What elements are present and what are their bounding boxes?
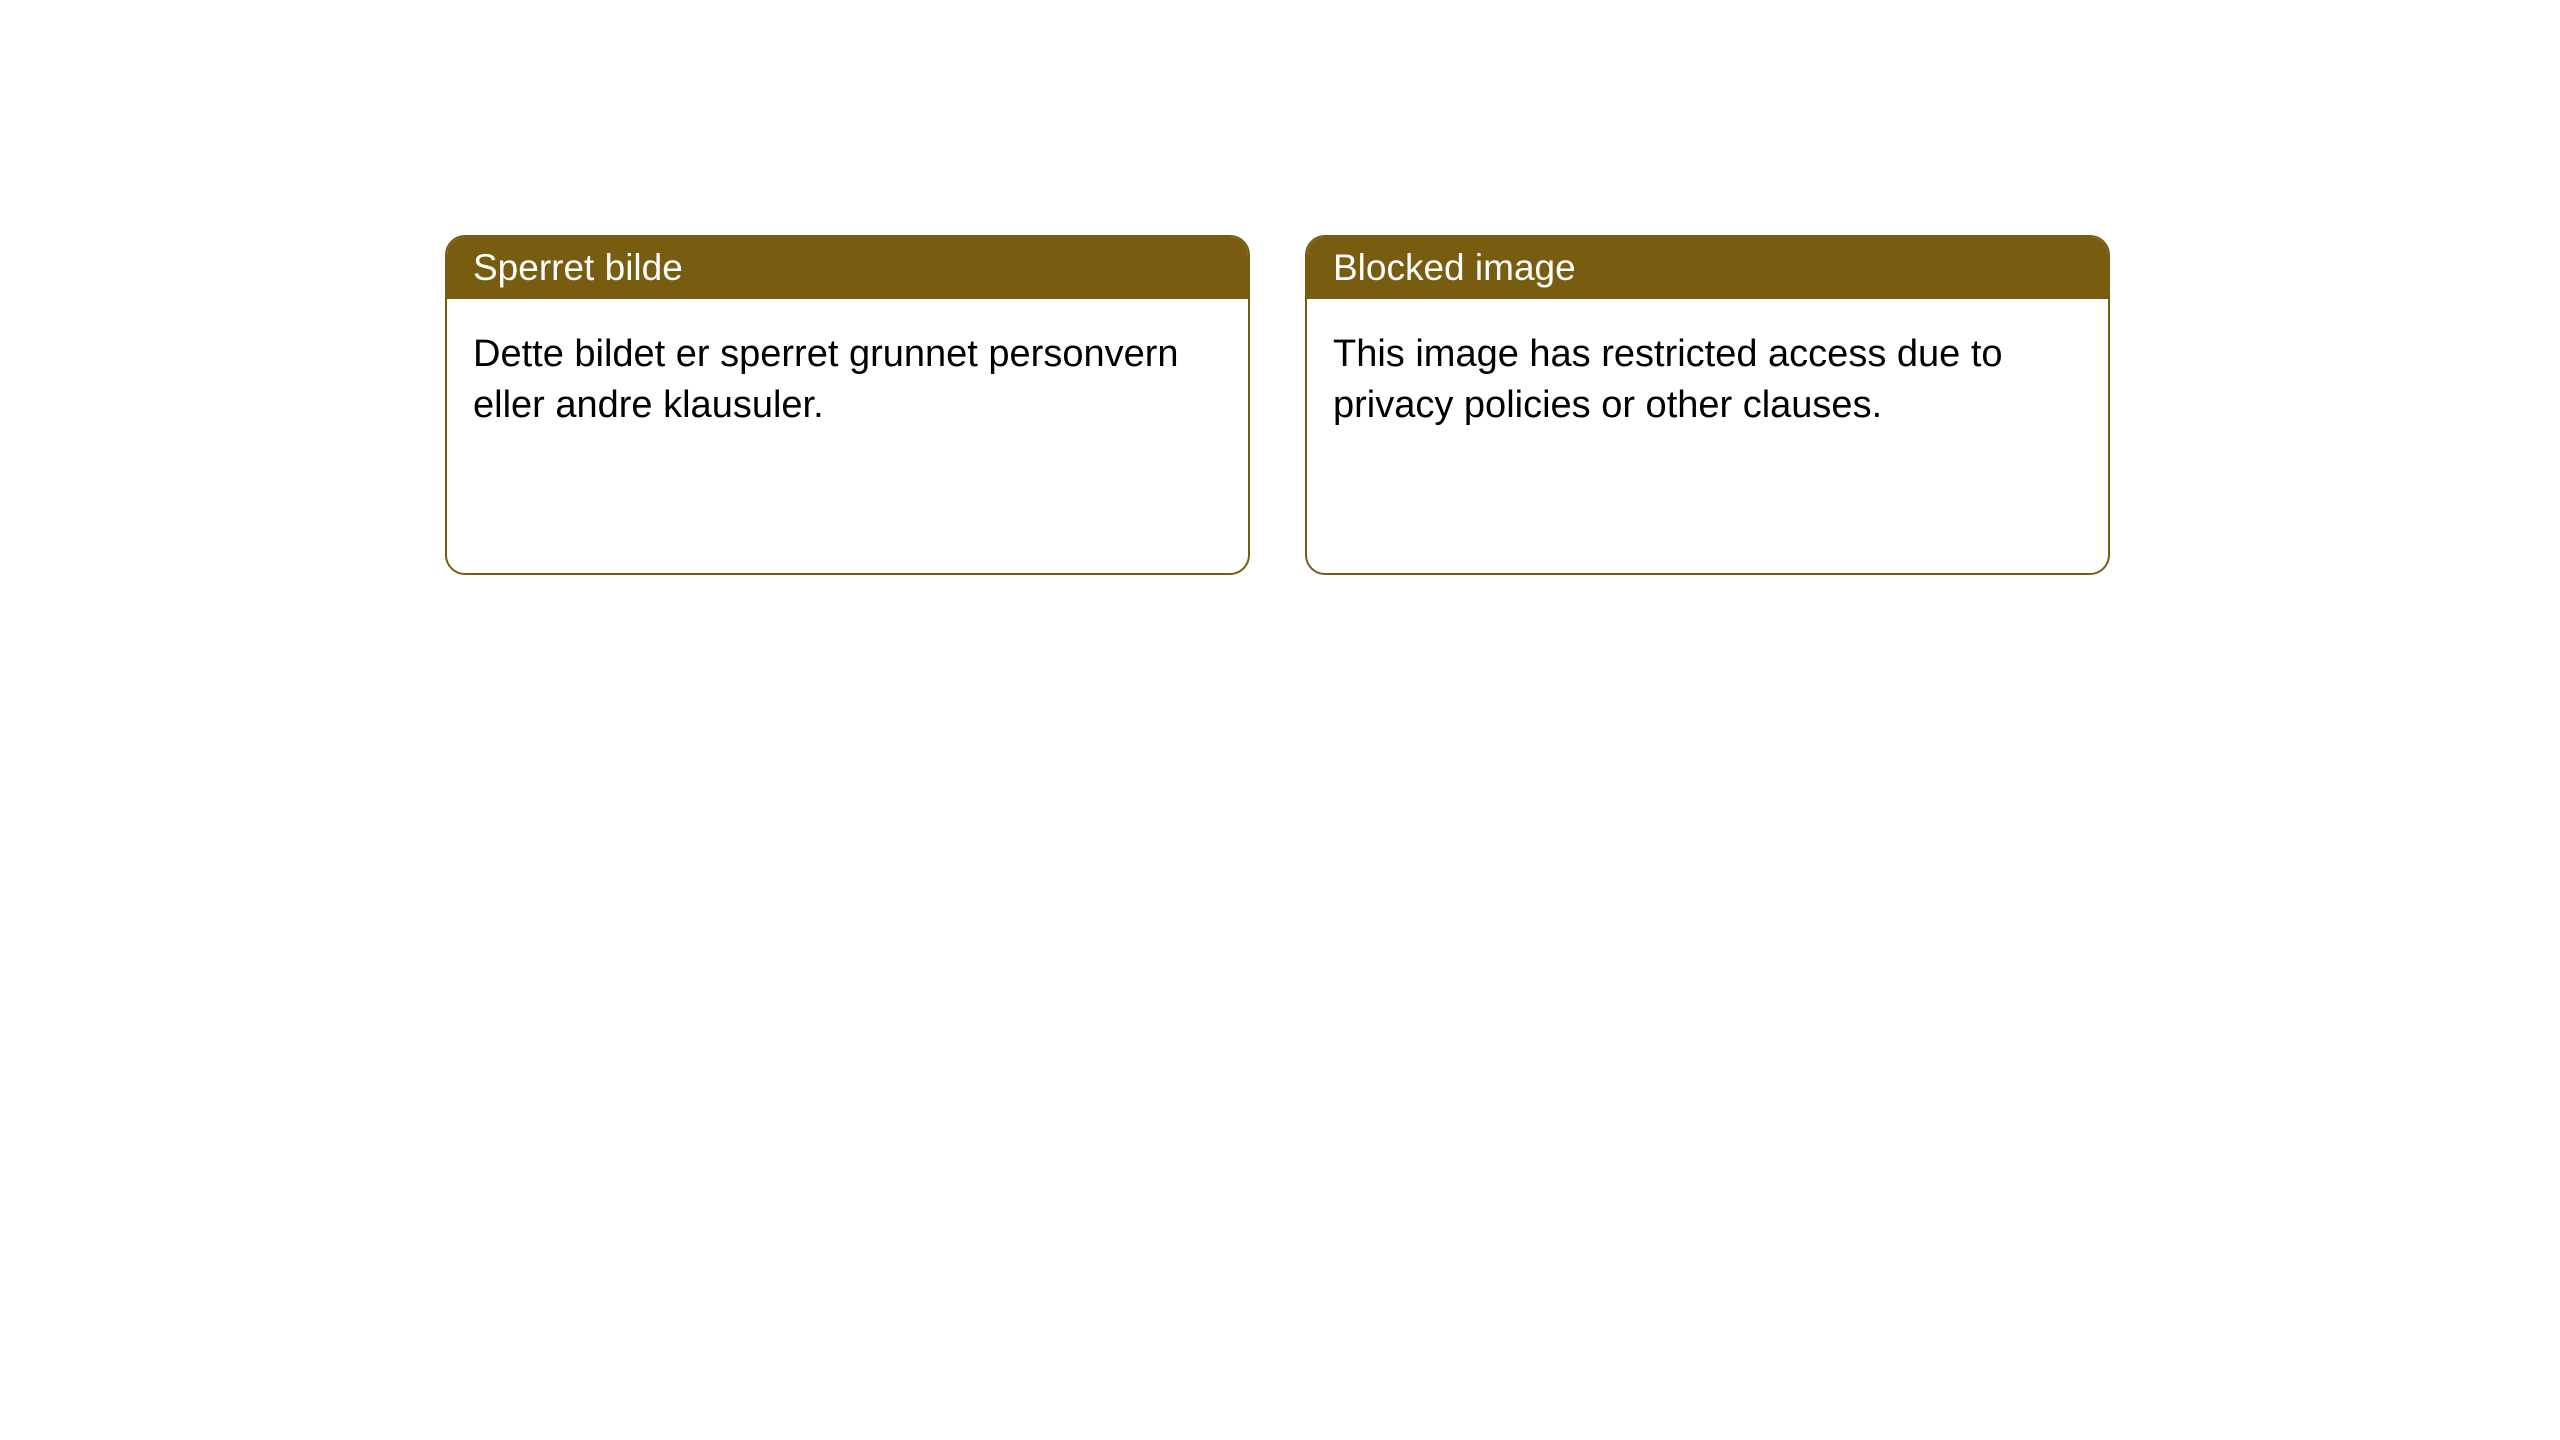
notice-card-header: Blocked image — [1307, 237, 2108, 299]
notice-card-header: Sperret bilde — [447, 237, 1248, 299]
notice-card-body: This image has restricted access due to … — [1307, 299, 2108, 461]
notice-cards-container: Sperret bilde Dette bildet er sperret gr… — [445, 235, 2560, 575]
notice-card-english: Blocked image This image has restricted … — [1305, 235, 2110, 575]
notice-card-norwegian: Sperret bilde Dette bildet er sperret gr… — [445, 235, 1250, 575]
notice-card-body: Dette bildet er sperret grunnet personve… — [447, 299, 1248, 461]
